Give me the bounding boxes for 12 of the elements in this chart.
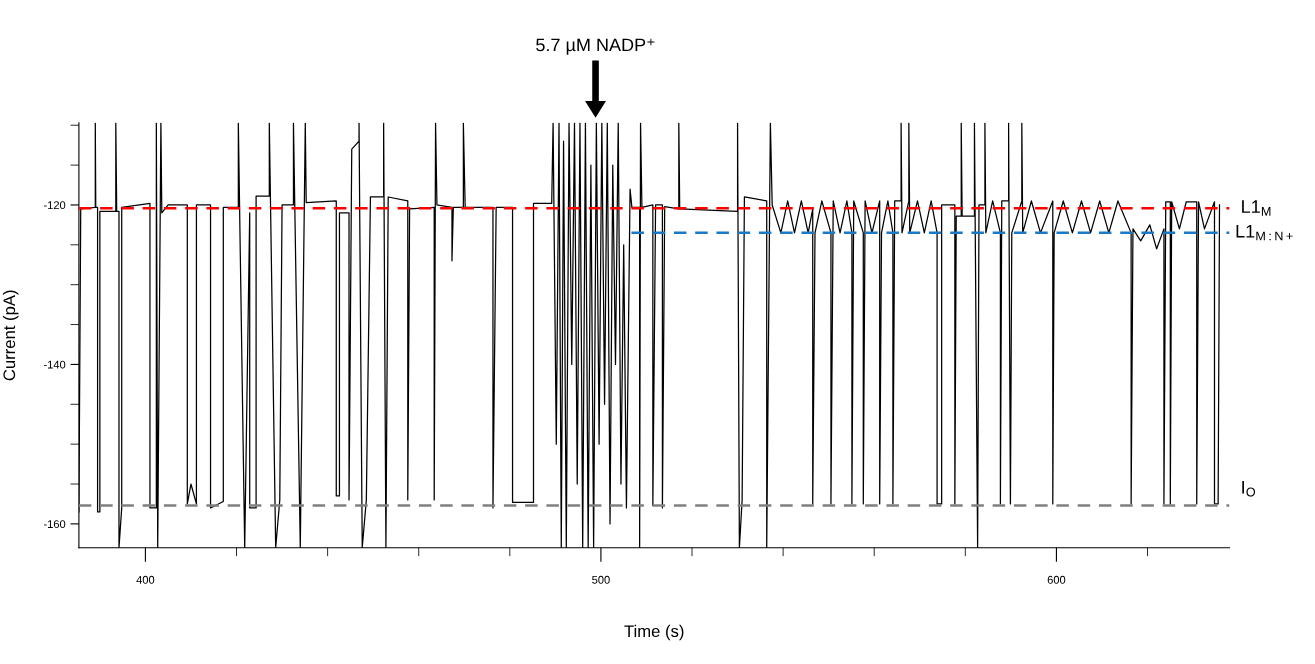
y-tick-label: -160	[43, 520, 66, 529]
y-tick-label: -140	[43, 360, 66, 369]
x-axis-title: Time (s)	[624, 624, 684, 641]
x-tick-label: 400	[136, 575, 155, 584]
ref-line-label: I$_{O}$	[1242, 481, 1256, 497]
text: 5.7 µM NADP⁺	[536, 38, 655, 55]
x-tick-label: 500	[592, 575, 610, 584]
x-tick-label: 600	[1047, 575, 1066, 584]
ref-line-label: L1$_{M}$	[1242, 200, 1271, 216]
series-label: L1$_{M:N+}$	[1236, 225, 1293, 241]
y-axis-title: Current (pA)	[2, 290, 19, 381]
y-tick-label: -120	[43, 201, 66, 210]
